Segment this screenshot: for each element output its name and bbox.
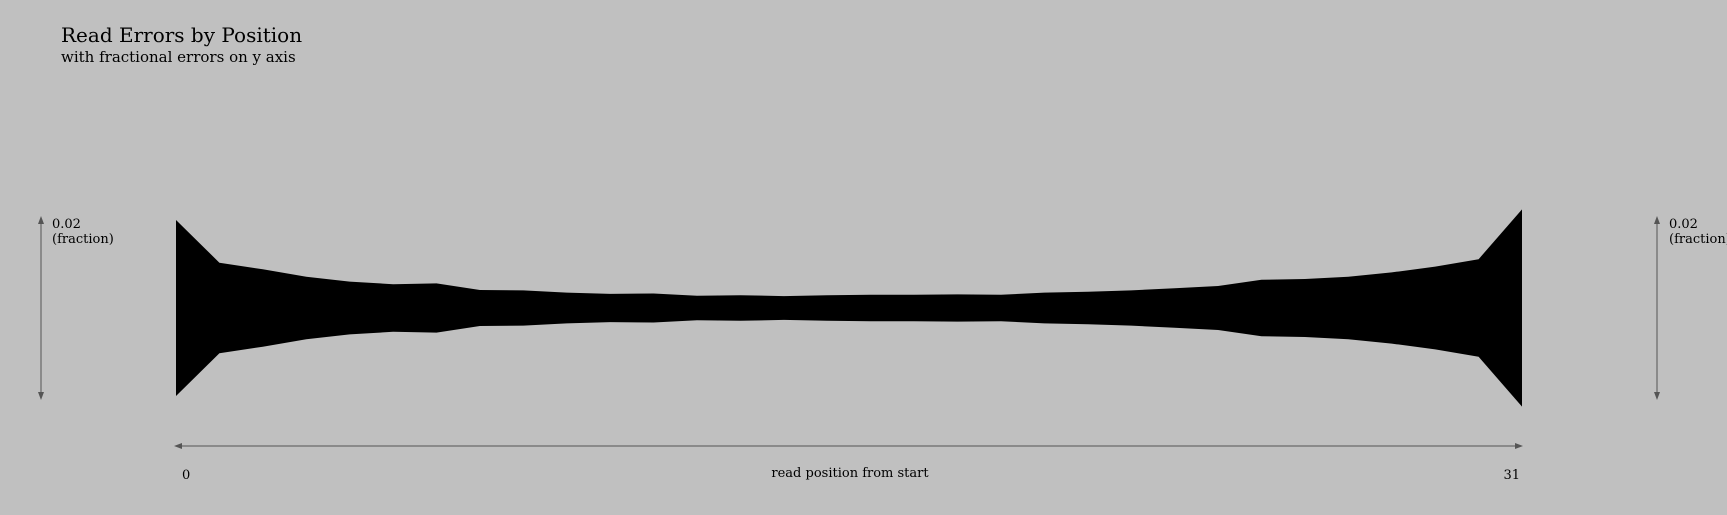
- right-scale-value: 0.02: [1669, 217, 1698, 232]
- chart-subtitle: with fractional errors on y axis: [61, 48, 296, 66]
- x-axis-label: read position from start: [771, 466, 929, 481]
- right-scale-unit: (fraction): [1669, 232, 1727, 247]
- left-scale-unit: (fraction): [52, 232, 114, 247]
- right-scale-bar: 0.02 (fraction): [1654, 216, 1727, 400]
- error-band-series: [176, 209, 1522, 407]
- left-scale-bar: 0.02 (fraction): [38, 216, 114, 400]
- x-tick-label-end: 31: [1503, 468, 1520, 483]
- left-scale-value: 0.02: [52, 217, 81, 232]
- chart-title: Read Errors by Position: [61, 23, 302, 47]
- x-tick-label-start: 0: [182, 468, 190, 483]
- x-axis: 0 read position from start 31: [174, 443, 1523, 483]
